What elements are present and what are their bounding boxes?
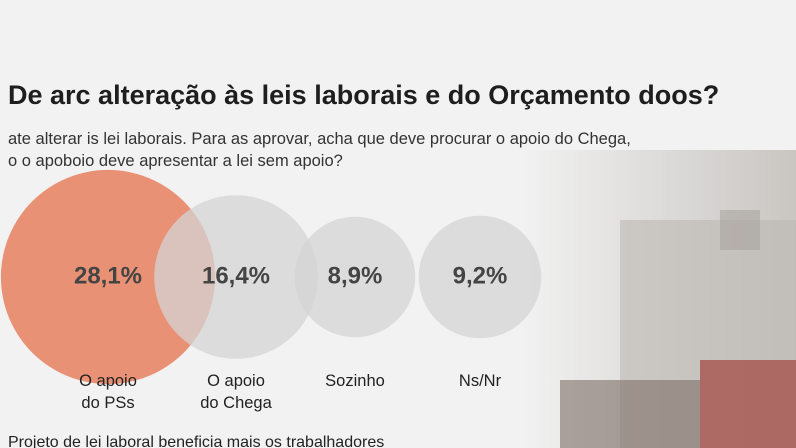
value-label: 16,4% bbox=[202, 262, 270, 289]
category-label: O apoio do PSs bbox=[79, 372, 137, 412]
crowd bbox=[700, 360, 796, 448]
value-label: 8,9% bbox=[328, 262, 383, 289]
subtitle: ate alterar is lei laborais. Para as apr… bbox=[8, 130, 631, 170]
value-label: 28,1% bbox=[74, 262, 142, 289]
bubble bbox=[154, 195, 318, 359]
window bbox=[720, 210, 760, 250]
category-label: Ns/Nr bbox=[458, 372, 502, 390]
crowd bbox=[560, 380, 700, 448]
footnote: Projeto de lei laboral beneficia mais os… bbox=[8, 434, 385, 448]
bubble bbox=[294, 216, 416, 338]
value-label: 9,2% bbox=[453, 262, 508, 289]
bubble bbox=[418, 215, 542, 339]
title: De arc alteração às leis laborais e do O… bbox=[8, 80, 720, 110]
category-label: O apoio do Chega bbox=[200, 372, 272, 412]
bubble bbox=[0, 169, 216, 385]
category-label: Sozinho bbox=[325, 372, 385, 390]
